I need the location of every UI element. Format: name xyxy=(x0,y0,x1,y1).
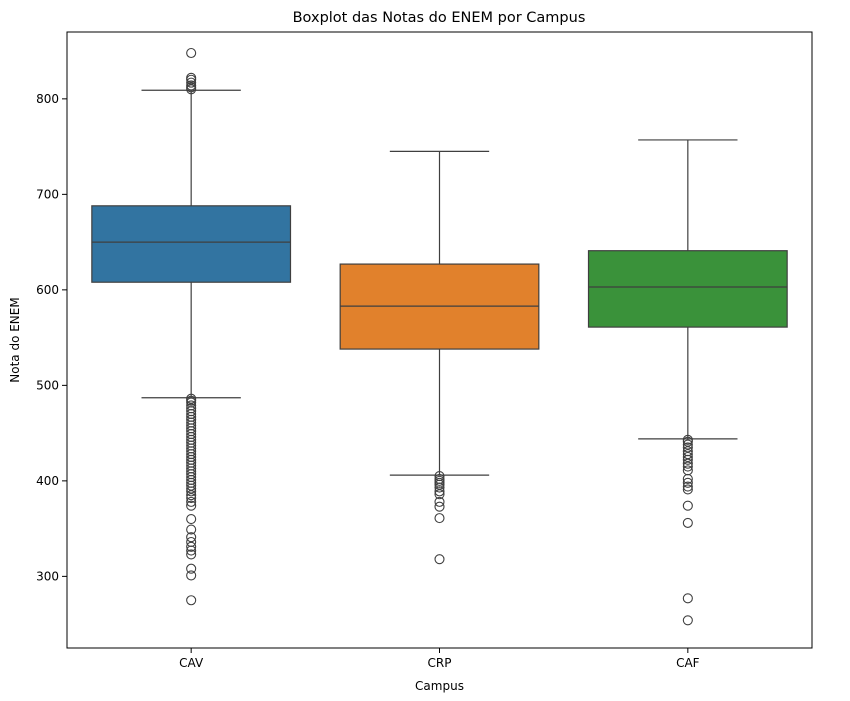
outlier-point xyxy=(682,458,693,469)
outlier-point xyxy=(682,593,693,604)
outlier-point xyxy=(682,436,693,447)
x-tick-label: CAV xyxy=(179,656,204,670)
x-axis-label: Campus xyxy=(415,679,464,693)
outlier-point xyxy=(434,501,445,512)
y-tick-label: 400 xyxy=(36,474,59,488)
outlier-point xyxy=(186,524,197,535)
outlier-point xyxy=(682,615,693,626)
outlier-point xyxy=(434,479,445,490)
y-axis-label: Nota do ENEM xyxy=(8,297,22,382)
outlier-point xyxy=(682,442,693,453)
outlier-point xyxy=(186,595,197,606)
outlier-point xyxy=(682,500,693,511)
outlier-point xyxy=(682,439,693,450)
y-tick-label: 800 xyxy=(36,92,59,106)
outlier-point xyxy=(186,496,197,507)
outlier-point xyxy=(186,493,197,504)
box-caf xyxy=(587,139,788,626)
outlier-point xyxy=(434,482,445,493)
outlier-point xyxy=(186,84,197,95)
box-cav xyxy=(91,47,292,606)
outlier-point xyxy=(434,489,445,500)
outlier-point xyxy=(186,514,197,525)
outlier-point xyxy=(186,541,197,552)
plot-area xyxy=(91,47,788,626)
outlier-point xyxy=(186,77,197,88)
y-tick-label: 500 xyxy=(36,378,59,392)
outlier-point xyxy=(186,549,197,560)
outlier-point xyxy=(186,570,197,581)
outlier-point xyxy=(186,480,197,491)
outlier-point xyxy=(186,490,197,501)
outlier-point xyxy=(682,473,693,485)
outlier-point xyxy=(682,454,693,465)
outlier-point xyxy=(186,483,197,494)
axes: 300 400 500 600 700 800 CAV CRP CAF xyxy=(36,92,700,670)
outlier-point xyxy=(682,517,693,528)
x-tick-label: CAF xyxy=(676,656,700,670)
iqr-box xyxy=(587,250,788,328)
box-crp xyxy=(339,150,540,565)
outlier-point xyxy=(186,47,197,59)
outlier-point xyxy=(682,484,693,495)
outlier-point xyxy=(186,74,197,85)
y-tick-label: 600 xyxy=(36,283,59,297)
outlier-point xyxy=(186,532,197,543)
outlier-point xyxy=(434,554,445,565)
outlier-point xyxy=(682,461,693,472)
outlier-point xyxy=(186,500,197,511)
iqr-box xyxy=(91,205,292,283)
chart-title: Boxplot das Notas do ENEM por Campus xyxy=(293,10,586,26)
outlier-point xyxy=(186,486,197,497)
y-tick-label: 300 xyxy=(36,569,59,583)
outlier-point xyxy=(682,451,693,463)
x-tick-label: CRP xyxy=(428,656,452,670)
outlier-point xyxy=(682,477,693,488)
outlier-point xyxy=(434,496,445,507)
outlier-point xyxy=(186,563,197,574)
outlier-point xyxy=(434,486,445,497)
outlier-point xyxy=(186,545,197,556)
y-tick-label: 700 xyxy=(36,187,59,201)
outlier-point xyxy=(682,481,693,492)
outlier-point xyxy=(682,449,693,460)
outlier-point xyxy=(434,513,445,524)
